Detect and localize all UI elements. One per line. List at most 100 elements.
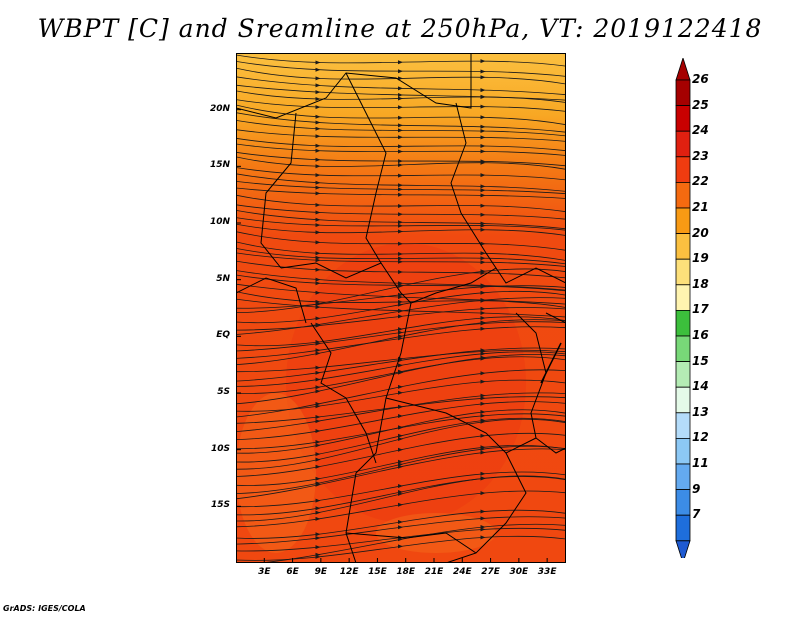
- streamline-arrow: [480, 320, 486, 325]
- streamline-arrow: [398, 128, 403, 133]
- streamline-arrow: [398, 425, 403, 430]
- streamline-arrow: [315, 251, 321, 256]
- streamline-arrow: [480, 371, 486, 376]
- streamline-arrow: [398, 270, 403, 274]
- streamline-arrow: [480, 290, 486, 295]
- colorbar-swatch: [675, 284, 691, 311]
- streamline-arrow: [480, 135, 486, 140]
- streamline-arrow: [398, 135, 403, 140]
- streamline-arrow: [315, 419, 321, 424]
- lat-label: 5S: [217, 387, 230, 397]
- streamline-arrow: [315, 377, 321, 382]
- streamline-arrow: [315, 185, 321, 190]
- streamline-arrow: [480, 355, 486, 360]
- streamline-arrow: [398, 69, 403, 74]
- colorbar-swatch: [675, 361, 691, 388]
- streamline-arrow: [315, 76, 321, 81]
- streamline-arrow: [480, 212, 486, 217]
- streamline-arrow: [315, 290, 321, 295]
- streamline-arrow: [398, 76, 403, 81]
- streamline-arrow: [398, 173, 403, 178]
- streamline-arrow: [315, 105, 321, 110]
- colorbar-label: 17: [692, 302, 709, 317]
- streamline-arrow: [398, 252, 403, 256]
- colorbar-label: 19: [692, 251, 709, 266]
- streamline-arrow: [315, 223, 321, 228]
- streamline-arrow: [480, 95, 486, 99]
- colorbar-swatch: [675, 258, 691, 286]
- streamline-arrow: [315, 440, 321, 444]
- streamline-arrow: [398, 204, 403, 208]
- streamline-arrow: [315, 67, 321, 72]
- streamline-arrow: [315, 305, 321, 310]
- colorbar-top-arrow: [675, 58, 691, 81]
- streamline-arrow: [315, 498, 321, 503]
- colorbar-swatch: [675, 79, 691, 107]
- colorbar-label: 25: [692, 97, 709, 112]
- streamline-arrow: [315, 240, 321, 245]
- streamline-arrow: [315, 389, 321, 394]
- streamline-arrow: [398, 302, 403, 307]
- streamline-arrow: [315, 552, 321, 557]
- streamline-arrow: [315, 255, 321, 260]
- streamline-arrow: [315, 301, 321, 306]
- streamline-arrow: [315, 443, 321, 448]
- streamline-arrow: [315, 114, 321, 119]
- streamline-arrow: [480, 410, 486, 414]
- streamline-arrow: [398, 192, 403, 197]
- streamline-arrow: [315, 348, 321, 353]
- streamline-arrow: [398, 464, 403, 469]
- colorbar-swatch: [675, 233, 691, 260]
- streamline-arrow: [315, 429, 321, 433]
- lat-label: 10N: [209, 217, 230, 227]
- streamline-arrow: [315, 385, 321, 390]
- streamline-arrow: [315, 83, 321, 88]
- streamline-arrow: [315, 258, 321, 263]
- lat-label: 5N: [216, 273, 230, 284]
- streamline-arrow: [480, 326, 486, 331]
- streamline-arrow: [480, 193, 486, 198]
- lon-label: 15E: [368, 567, 387, 577]
- lat-label: 15N: [209, 160, 230, 171]
- colorbar-label: 16: [692, 328, 709, 342]
- streamline-arrow: [480, 124, 486, 129]
- streamline-arrow: [398, 502, 403, 507]
- streamline-arrow: [480, 75, 486, 80]
- colorbar-label: 12: [692, 430, 709, 445]
- streamline-arrow: [315, 173, 321, 178]
- streamline-arrow: [480, 413, 486, 418]
- streamline-arrow: [398, 309, 403, 314]
- map-frame: [236, 53, 566, 563]
- streamline-arrow: [315, 506, 321, 511]
- colorbar-swatch: [675, 309, 691, 337]
- streamline-arrow: [315, 322, 321, 327]
- streamline-arrow: [398, 292, 403, 297]
- lat-label: EQ: [216, 330, 230, 341]
- streamline-arrow: [480, 447, 486, 451]
- streamline-arrow: [315, 516, 321, 521]
- streamline-arrow: [398, 363, 403, 368]
- streamline-arrow: [398, 105, 403, 110]
- streamline-arrow: [398, 390, 403, 395]
- lon-label: 27E: [481, 567, 500, 577]
- streamline-arrow: [398, 60, 403, 65]
- colorbar-label: 15: [692, 353, 709, 368]
- streamline-arrow: [315, 510, 321, 515]
- colorbar-swatch: [675, 335, 691, 363]
- colorbar-swatch: [675, 514, 691, 542]
- colorbar-label: 7: [692, 507, 701, 522]
- streamline-arrow: [398, 334, 403, 339]
- streamline-arrow: [315, 148, 321, 153]
- streamline-arrow: [480, 256, 486, 261]
- colorbar-label: 21: [692, 200, 709, 214]
- colorbar-swatch: [675, 182, 691, 209]
- streamline-arrow: [315, 180, 321, 185]
- streamline-arrow: [315, 316, 321, 321]
- streamline-arrow: [480, 59, 486, 64]
- colorbar-bottom-arrow: [675, 540, 691, 558]
- streamline-arrow: [480, 144, 486, 148]
- streamline-arrow: [315, 97, 321, 101]
- streamline-arrow: [315, 134, 321, 139]
- streamline-arrow: [398, 459, 403, 464]
- streamline-arrow: [315, 143, 321, 148]
